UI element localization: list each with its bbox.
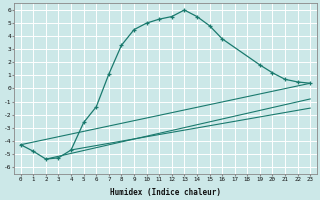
X-axis label: Humidex (Indice chaleur): Humidex (Indice chaleur) xyxy=(110,188,221,197)
